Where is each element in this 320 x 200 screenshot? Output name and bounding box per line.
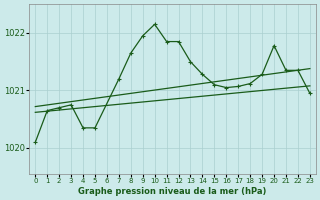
X-axis label: Graphe pression niveau de la mer (hPa): Graphe pression niveau de la mer (hPa) xyxy=(78,187,267,196)
